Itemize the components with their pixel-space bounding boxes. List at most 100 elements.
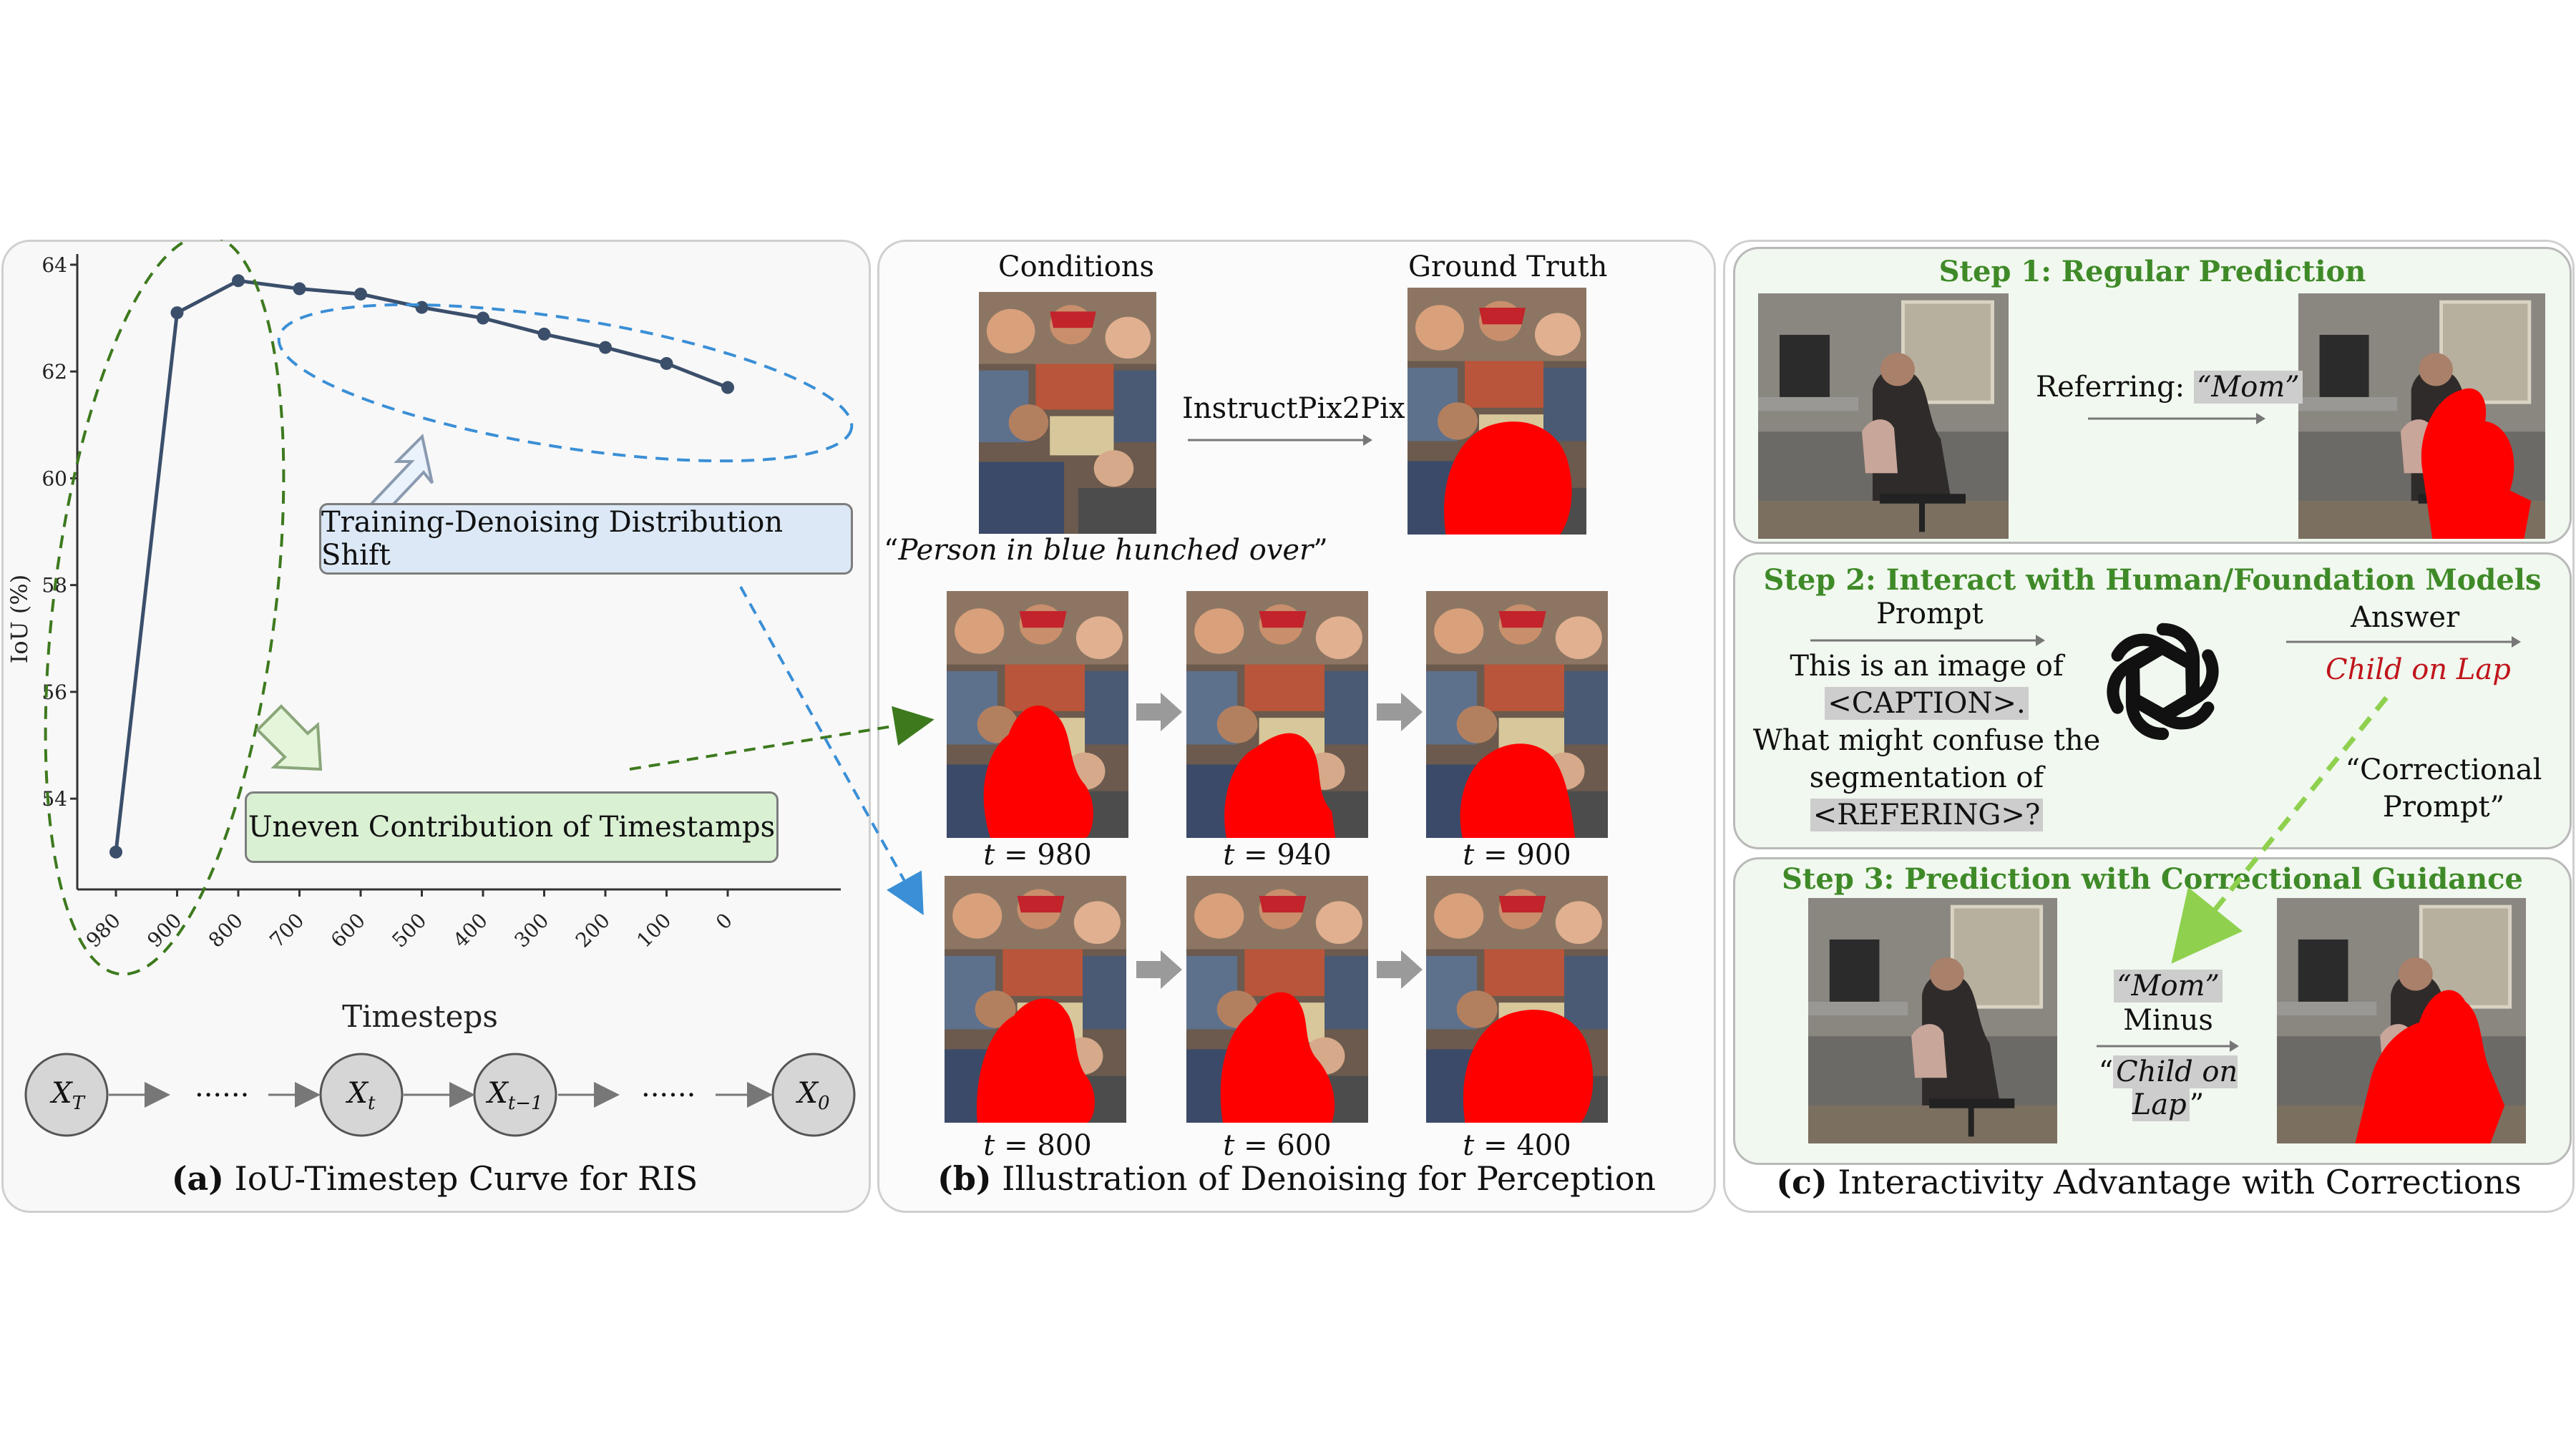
- green-hollow-arrow-icon: [255, 704, 323, 771]
- step-3-mom-value: “Mom”: [2114, 970, 2223, 1002]
- timestep-label: t = 900: [1463, 839, 1571, 872]
- gray-arrow-icon: [1136, 693, 1182, 731]
- condition-image: [979, 292, 1156, 534]
- query-close-quote: ”: [1313, 534, 1328, 567]
- denoise-step-image: [945, 876, 1126, 1123]
- step-3-child-close: ”: [2189, 1088, 2205, 1121]
- data-point: [232, 274, 245, 288]
- answer-label: Answer: [2351, 601, 2460, 634]
- y-tick-label: 62: [42, 360, 67, 384]
- panel-c-caption: (c) Interactivity Advantage with Correct…: [1723, 1163, 2575, 1201]
- prompt-label: Prompt: [1876, 597, 1984, 630]
- step-3-title: Step 3: Prediction with Correctional Gui…: [1782, 862, 2523, 896]
- node-xt-minus-1-label: Xt−1: [487, 1077, 543, 1114]
- openai-logo-icon: [2107, 623, 2219, 741]
- timestep-label: t = 400: [1463, 1129, 1571, 1162]
- panel-a-caption-text: IoU-Timestep Curve for RIS: [224, 1159, 698, 1198]
- y-axis-label: IoU (%): [6, 575, 33, 663]
- denoise-step-image: [1186, 876, 1368, 1123]
- referring-prefix: Referring:: [2036, 371, 2194, 404]
- timestep-value: 800: [1037, 1129, 1092, 1162]
- timestep-value: 600: [1277, 1129, 1332, 1162]
- correctional-line-1: “Correctional: [2345, 753, 2542, 786]
- prompt-line-3: segmentation of: [1809, 761, 2044, 794]
- step-3-guidance: “Mom” Minus “Child on Lap”: [2061, 970, 2275, 1121]
- data-point: [537, 327, 551, 341]
- panel-b-caption: (b) Illustration of Denoising for Percep…: [877, 1159, 1716, 1198]
- timestep-label: t = 600: [1223, 1129, 1332, 1162]
- panel-c-caption-text: Interactivity Advantage with Corrections: [1827, 1163, 2522, 1201]
- distribution-shift-callout: Training-Denoising Distribution Shift: [319, 503, 853, 575]
- uneven-to-denoise-arrow: [629, 706, 935, 771]
- x-axis-label: Timesteps: [342, 999, 498, 1034]
- early-timesteps-ellipse: [44, 240, 286, 976]
- panel-b-caption-label: (b): [937, 1159, 992, 1198]
- denoise-step-image: [1426, 876, 1608, 1123]
- step-3-prediction-image: [2277, 898, 2526, 1143]
- step-2-title: Step 2: Interact with Human/Foundation M…: [1763, 563, 2542, 597]
- gray-arrow-icon: [1377, 693, 1423, 731]
- prompt-caption-token: <CAPTION>.: [1825, 687, 2029, 720]
- y-tick-label: 54: [42, 787, 67, 811]
- method-label: InstructPix2Pix: [1182, 392, 1405, 425]
- ground-truth-image: [1407, 288, 1586, 535]
- panel-a-caption-label: (a): [171, 1159, 225, 1198]
- denoise-step-image: [1186, 591, 1368, 838]
- timestep-label: t = 800: [983, 1129, 1092, 1162]
- referring-text: Referring: “Mom”: [2036, 371, 2303, 404]
- answer-to-step-3-arrow: [2171, 696, 2389, 964]
- prompt-arrow: [1810, 635, 2045, 646]
- step-3-input-image: [1808, 898, 2057, 1143]
- prompt-line-2: What might confuse the: [1752, 724, 2101, 757]
- panel-a-caption: (a) IoU-Timestep Curve for RIS: [0, 1159, 869, 1198]
- conditions-label: Conditions: [998, 250, 1155, 283]
- query-text: “Person in blue hunched over”: [884, 534, 1328, 567]
- denoising-chain: [24, 1053, 856, 1137]
- node-xt-big: [24, 1053, 109, 1137]
- data-point: [599, 341, 612, 354]
- correctional-prompt-label: “Correctional Prompt”: [2340, 751, 2547, 826]
- step-arrows: [1136, 693, 1423, 989]
- referring-value: “Mom”: [2193, 371, 2303, 404]
- ground-truth-label: Ground Truth: [1408, 250, 1608, 283]
- y-tick-label: 60: [42, 467, 67, 490]
- panel-c-caption-label: (c): [1776, 1163, 1828, 1201]
- late-timesteps-ellipse: [277, 303, 854, 463]
- step-1-input-image: [1758, 293, 2009, 539]
- denoise-step-image: [947, 591, 1128, 838]
- chain-ellipsis-1: ......: [195, 1070, 250, 1103]
- timestep-label: t = 980: [983, 839, 1092, 872]
- gray-arrow-icon: [1136, 950, 1182, 989]
- timestep-value: 980: [1037, 839, 1092, 872]
- gray-arrow-icon: [1377, 950, 1423, 989]
- node-x0-label: X0: [797, 1077, 830, 1114]
- node-xt-label: Xt: [347, 1077, 376, 1114]
- timestep-label: t = 940: [1223, 839, 1332, 872]
- answer-arrow: [2286, 636, 2521, 648]
- panel-b-caption-text: Illustration of Denoising for Perception: [991, 1159, 1657, 1198]
- data-point: [293, 282, 306, 296]
- prompt-line-1: This is an image of: [1790, 650, 2064, 683]
- query-phrase: Person in blue hunched over: [898, 534, 1314, 567]
- step-1-arrow: [2088, 413, 2265, 424]
- timestep-value: 940: [1277, 839, 1332, 872]
- answer-value: Child on Lap: [2326, 653, 2511, 686]
- data-point: [721, 381, 734, 394]
- step-3-child-open: “: [2098, 1055, 2114, 1088]
- shift-to-denoise-arrow: [739, 586, 924, 915]
- prompt-referring-token: <REFERING>?: [1810, 799, 2044, 831]
- data-point: [660, 356, 673, 370]
- uneven-contribution-callout: Uneven Contribution of Timestamps: [245, 791, 779, 863]
- timestep-value: 900: [1516, 839, 1571, 872]
- prompt-body: This is an image of <CAPTION>. What migh…: [1746, 648, 2107, 834]
- step-3-minus: Minus: [2123, 1004, 2213, 1037]
- data-point: [109, 845, 122, 859]
- y-tick-label: 64: [42, 253, 67, 277]
- node-xt-big-label: XT: [52, 1077, 84, 1114]
- data-point: [354, 287, 367, 301]
- chain-ellipsis-2: ......: [641, 1070, 696, 1103]
- correctional-line-2: Prompt”: [2382, 791, 2505, 824]
